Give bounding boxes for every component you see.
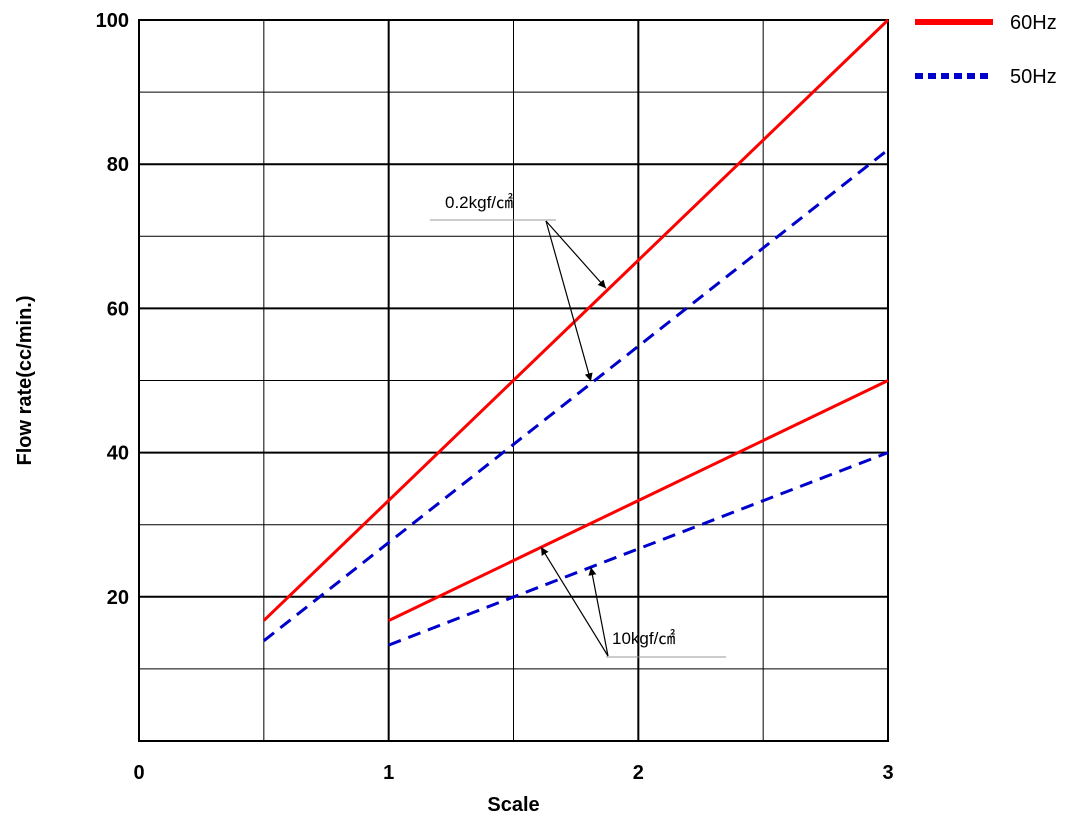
x-tick-labels: 0 1 2 3: [133, 762, 893, 784]
legend-label-60hz: 60Hz: [1010, 12, 1057, 34]
annotation-0-2kgf-arrow: [545, 220, 607, 289]
annotation-0-2kgf-text: 0.2kgf/㎠: [445, 193, 513, 212]
x-axis-title: Scale: [487, 794, 539, 816]
series-line-50hz: [262, 148, 889, 642]
legend-label-50hz: 50Hz: [1010, 66, 1057, 88]
major-grid: [139, 20, 888, 741]
x-tick-label: 0: [133, 762, 144, 784]
y-tick-label: 40: [107, 443, 129, 465]
x-tick-label: 1: [383, 762, 394, 784]
annotation-10kgf-arrow: [540, 546, 609, 657]
x-tick-label: 2: [633, 762, 644, 784]
y-tick-label: 60: [107, 298, 129, 320]
y-tick-label: 100: [96, 10, 129, 32]
y-tick-label: 80: [107, 154, 129, 176]
x-tick-label: 3: [882, 762, 893, 784]
series-layer: [262, 18, 890, 647]
y-tick-labels: 20 40 60 80 100: [96, 10, 129, 609]
annotation-layer: 0.2kgf/㎠ 10kgf/㎠: [430, 193, 726, 658]
y-axis-title: Flow rate(cc/min.): [14, 295, 36, 465]
annotation-10kgf-text: 10kgf/㎠: [612, 629, 675, 648]
series-line-60hz: [388, 379, 889, 622]
series-line-60hz: [262, 18, 890, 622]
y-tick-label: 20: [107, 587, 129, 609]
annotation-0-2kgf-arrow: [545, 220, 593, 382]
series-line-50hz: [388, 451, 889, 647]
annotation-10kgf-arrow: [588, 567, 609, 657]
legend: 60Hz 50Hz: [915, 12, 1057, 88]
